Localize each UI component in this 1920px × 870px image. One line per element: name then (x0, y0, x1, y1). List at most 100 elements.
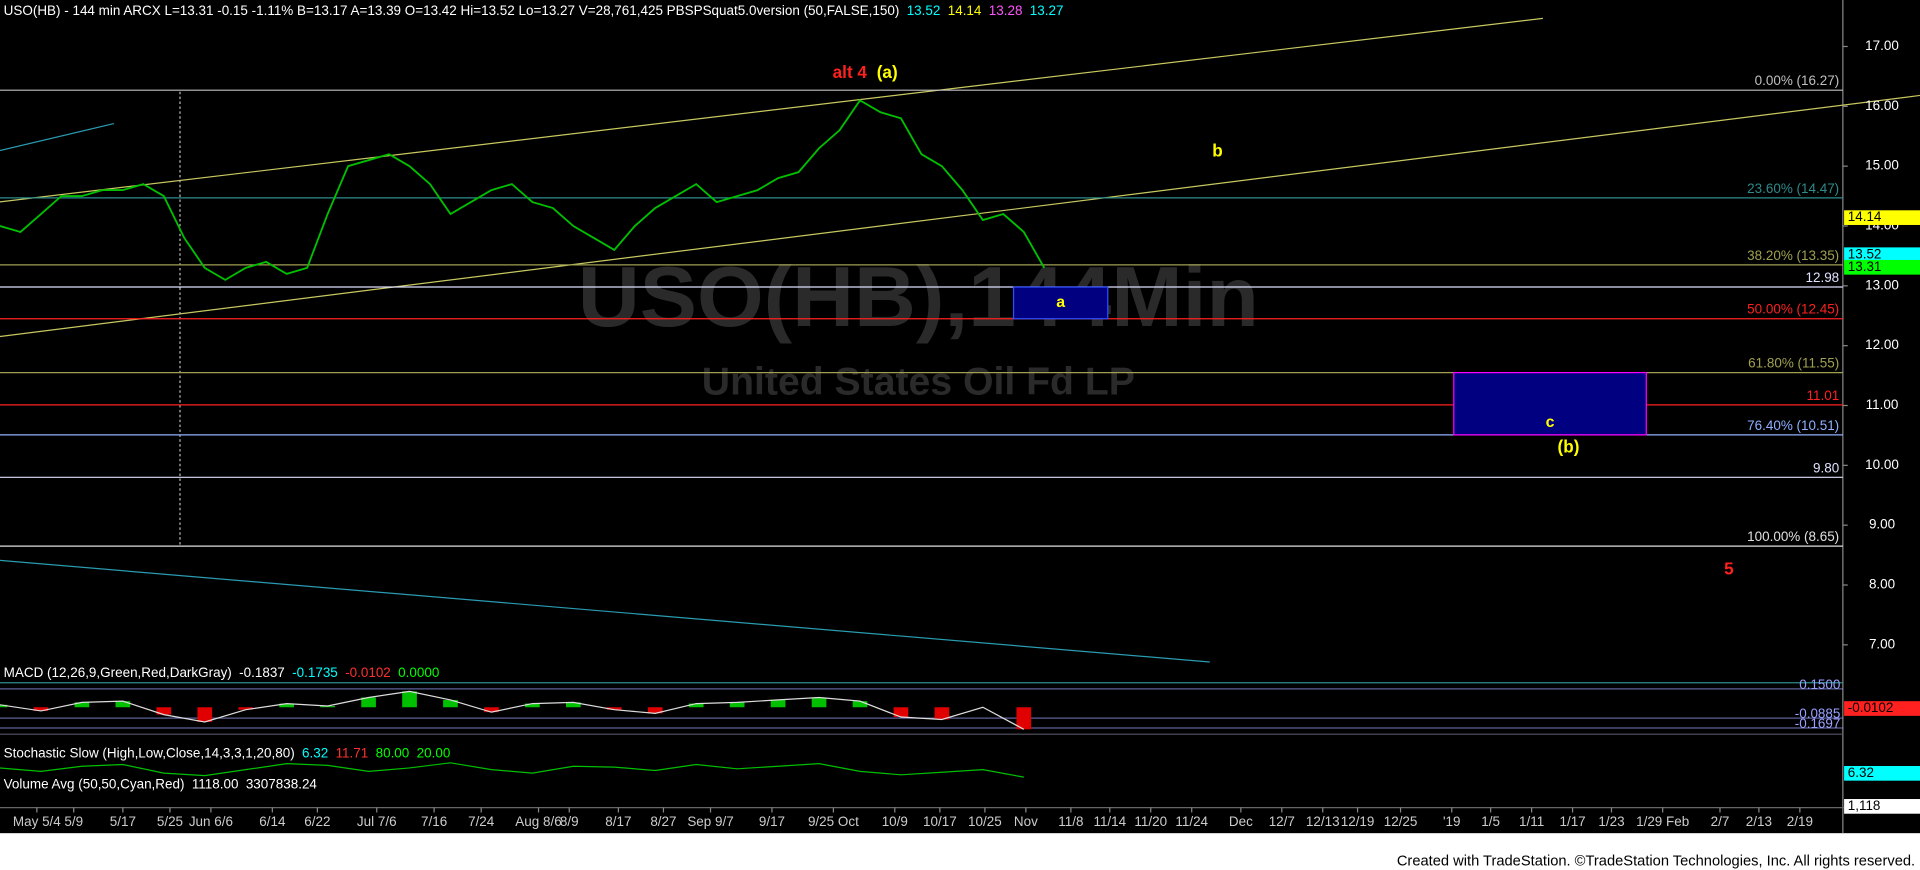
x-tick-label: 8/17 (605, 814, 631, 829)
y-tick-label: 0.1500 (1799, 677, 1840, 692)
x-tick-label: 11/20 (1134, 814, 1167, 829)
x-tick-label: Aug 8/6 (515, 814, 561, 829)
y-tick-label: 10.00 (1865, 457, 1899, 472)
macd-bar (934, 707, 950, 720)
y-tick-label: 16.00 (1865, 98, 1899, 113)
macd-bar (484, 707, 499, 713)
price-marker (1844, 259, 1920, 275)
header-part: 0.0000 (398, 665, 439, 680)
header-part: 20.00 (417, 745, 451, 760)
macd-bar (852, 701, 868, 708)
x-tick-label: 12/13 (1306, 814, 1340, 829)
macd-bar (525, 703, 540, 708)
x-tick-label: 10/17 (923, 814, 957, 829)
x-tick-label: 8/9 (560, 814, 579, 829)
wave-label: (b) (1558, 436, 1580, 456)
header-part: Volume Avg (50,50,Cyan,Red) (4, 776, 185, 791)
level-label: 0.00% (16.27) (1755, 73, 1840, 88)
y-tick-label: 13.00 (1865, 277, 1899, 292)
y-tick-label: 7.00 (1869, 636, 1895, 651)
macd-bar (0, 704, 8, 708)
macd-bar (647, 707, 663, 714)
x-tick-label: May 5/4 (13, 814, 61, 829)
x-tick-label: 11/14 (1093, 814, 1126, 829)
header-part: -0.0102 (345, 665, 391, 680)
y-tick-label: 11.00 (1866, 397, 1899, 412)
trendline (0, 122, 115, 152)
trendline (0, 17, 1543, 203)
level-label: 38.20% (13.35) (1747, 248, 1839, 263)
stoch-marker-label: 6.32 (1848, 765, 1874, 780)
x-tick-label: 10/25 (968, 814, 1002, 829)
price-marker-label: 14.14 (1848, 209, 1882, 224)
macd-bar (361, 697, 376, 708)
header-part: 13.27 (1030, 3, 1064, 18)
wave-label: b (1212, 140, 1222, 160)
x-tick-label: 11/8 (1058, 814, 1083, 829)
header-part: 6.32 (302, 745, 328, 760)
macd-bar (443, 699, 458, 708)
watermark: USO(HB),144Min (578, 249, 1259, 345)
y-tick-label: 12.00 (1865, 337, 1899, 352)
macd-marker-label: -0.0102 (1848, 700, 1894, 715)
header-part: 80.00 (376, 745, 410, 760)
stoch-marker (1844, 765, 1920, 781)
header-part: -0.1837 (239, 665, 285, 680)
x-tick-label: 8/27 (650, 814, 676, 829)
header-part: Stochastic Slow (High,Low,Close,14,3,3,1… (4, 745, 295, 760)
x-tick-label: 2/7 (1711, 814, 1730, 829)
y-tick-label: 9.00 (1869, 517, 1895, 532)
y-tick-label: 17.00 (1865, 38, 1899, 53)
x-tick-label: 11/24 (1175, 814, 1208, 829)
x-tick-label: 1/5 (1481, 814, 1500, 829)
level-label: 9.80 (1813, 460, 1839, 475)
macd-bar (156, 707, 172, 715)
zone-label: c (1546, 414, 1555, 431)
x-tick-label: 6/14 (259, 814, 286, 829)
zone-label: a (1056, 294, 1065, 311)
x-tick-label: 1/29 Feb (1636, 814, 1689, 829)
x-tick-label: 5/9 (64, 814, 83, 829)
x-tick-label: 9/25 Oct (808, 814, 859, 829)
level-label: 11.01 (1807, 388, 1840, 403)
macd-bar (893, 707, 909, 718)
price-marker (1844, 247, 1920, 263)
header-part: -0.1735 (292, 665, 338, 680)
x-tick-label: 12/25 (1384, 814, 1418, 829)
x-tick-label: 6/22 (304, 814, 330, 829)
level-label: 12.98 (1805, 270, 1839, 285)
x-tick-label: '19 (1443, 814, 1461, 829)
x-tick-label: 9/17 (759, 814, 785, 829)
trendline (0, 94, 1920, 338)
x-tick-label: Nov (1014, 814, 1038, 829)
footer: Created with TradeStation. ©TradeStation… (1397, 853, 1915, 869)
watermark-sub: United States Oil Fd LP (702, 361, 1135, 404)
x-tick-label: 5/17 (110, 814, 136, 829)
header-part: 3307838.24 (246, 776, 318, 791)
panel-title: MACD (12,26,9,Green,Red,DarkGray) -0.1837… (4, 665, 440, 680)
y-tick-label: -0.1697 (1795, 716, 1841, 731)
macd-marker (1844, 701, 1920, 716)
macd-bar (74, 702, 90, 708)
x-tick-label: 1/23 (1598, 814, 1624, 829)
macd-bar (33, 707, 49, 711)
x-tick-label: 7/24 (468, 814, 495, 829)
trendline (0, 559, 1210, 663)
panel-title: Volume Avg (50,50,Cyan,Red) 1118.00 330783… (4, 776, 318, 791)
macd-bar (238, 707, 254, 710)
level-label: 100.00% (8.65) (1747, 529, 1839, 544)
header-part: 13.28 (989, 3, 1023, 18)
header-part: 14.14 (948, 3, 982, 18)
level-label: 61.80% (11.55) (1748, 356, 1839, 371)
header: USO(HB) - 144 min ARCX L=13.31 -0.15 -1.… (4, 3, 1064, 18)
x-tick-label: 1/11 (1519, 814, 1544, 829)
x-tick-label: 12/19 (1341, 814, 1375, 829)
price-marker-label: 13.31 (1848, 259, 1882, 274)
header-part: MACD (12,26,9,Green,Red,DarkGray) (4, 665, 232, 680)
macd-line (0, 690, 1025, 730)
macd-bar (279, 703, 295, 708)
footer-bg (0, 833, 1920, 870)
stoch-line (0, 762, 1024, 778)
